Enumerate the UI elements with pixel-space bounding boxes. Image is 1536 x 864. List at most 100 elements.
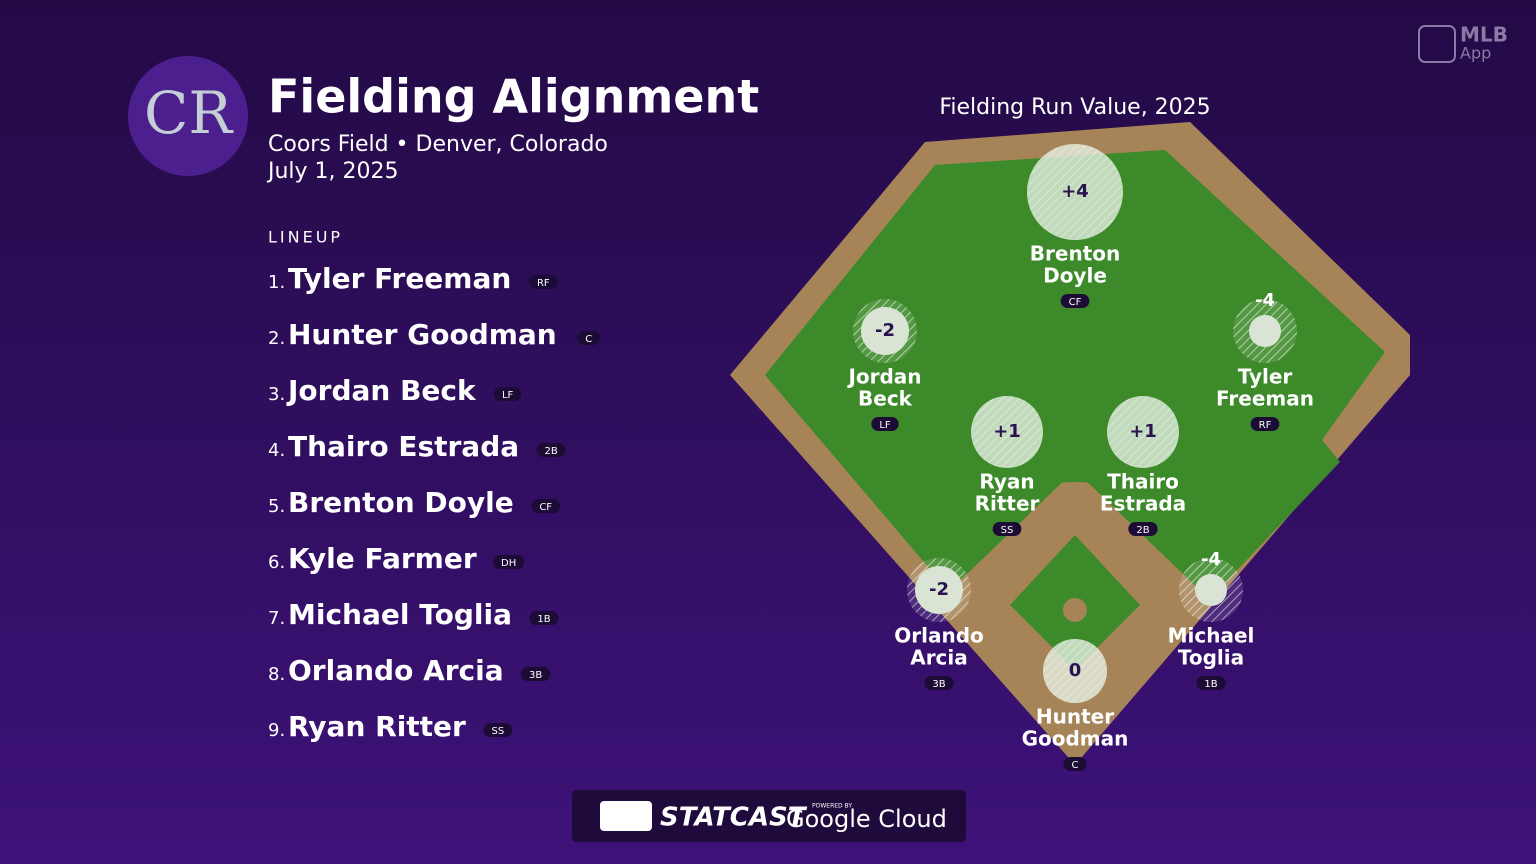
position-pill — [1250, 417, 1280, 431]
venue: Coors Field • Denver, Colorado — [268, 132, 608, 157]
player-first: Ryan — [979, 470, 1034, 494]
lineup-label: LINEUP — [268, 228, 343, 247]
player-last: Ritter — [975, 492, 1040, 516]
value-circle-fill — [1043, 639, 1107, 703]
position-tag: DH — [501, 558, 516, 569]
position-tag: LF — [879, 420, 891, 431]
player-last: Arcia — [910, 646, 968, 670]
value-label: -2 — [929, 579, 949, 600]
lineup-order: 7. — [268, 608, 285, 629]
player-last: Estrada — [1100, 492, 1186, 516]
position-pill — [871, 417, 899, 431]
player-first: Michael — [1168, 624, 1255, 648]
google-cloud: Google Cloud — [786, 805, 947, 833]
value-circle-fill — [1027, 144, 1123, 240]
lineup-name: Thairo Estrada — [288, 430, 519, 463]
statcast: STATCAST — [660, 803, 808, 833]
value-circle — [1195, 574, 1227, 606]
position-pill — [1060, 294, 1090, 308]
position-pill — [493, 387, 522, 401]
position-pill — [483, 723, 513, 737]
lineup-order: 5. — [268, 496, 285, 517]
lineup-order: 9. — [268, 720, 285, 741]
position-tag: CF — [1069, 297, 1082, 308]
position-pill — [577, 331, 601, 345]
value-label: -2 — [875, 320, 895, 341]
field-title: Fielding Run Value, 2025 — [939, 95, 1210, 120]
date: July 1, 2025 — [266, 159, 399, 184]
value-circle — [1249, 315, 1281, 347]
mlb-logo — [1418, 25, 1456, 63]
title: Fielding Alignment — [268, 70, 759, 124]
lineup-order: 3. — [268, 384, 285, 405]
lineup-name: Jordan Beck — [286, 374, 477, 407]
player-last: Doyle — [1043, 264, 1107, 288]
value-circle-fill — [1107, 396, 1179, 468]
player-first: Thairo — [1107, 470, 1179, 494]
player-first: Orlando — [894, 624, 984, 648]
value-label: -4 — [1255, 290, 1275, 311]
position-tag: RF — [1259, 420, 1272, 431]
lineup-name: Brenton Doyle — [288, 486, 514, 519]
player-last: Beck — [858, 387, 913, 411]
player-first: Hunter — [1036, 705, 1114, 729]
position-pill — [1196, 676, 1226, 690]
position-pill — [1128, 522, 1158, 536]
lineup-order: 8. — [268, 664, 285, 685]
value-circle — [861, 307, 909, 355]
lineup-name: Orlando Arcia — [288, 654, 504, 687]
mlb-text: MLB — [1460, 23, 1508, 47]
player-last: Toglia — [1178, 646, 1244, 670]
position-tag: 3B — [932, 679, 945, 690]
footer-badge — [572, 790, 966, 842]
position-pill — [521, 667, 551, 681]
team-logo — [128, 56, 248, 176]
lineup-name: Michael Toglia — [288, 598, 512, 631]
value-label: +1 — [1129, 421, 1157, 442]
player-last: Freeman — [1216, 387, 1314, 411]
position-tag: 2B — [1136, 525, 1149, 536]
position-tag: C — [585, 334, 592, 345]
position-pill — [992, 522, 1022, 536]
lineup-name: Kyle Farmer — [288, 542, 477, 575]
app-text: App — [1460, 44, 1491, 63]
position-pill — [924, 676, 954, 690]
position-tag: SS — [1001, 525, 1014, 536]
player-first: Tyler — [1238, 365, 1293, 389]
position-tag: SS — [492, 726, 505, 737]
value-circle — [915, 566, 963, 614]
position-pill — [1063, 757, 1087, 771]
position-tag: 1B — [1204, 679, 1217, 690]
position-tag: 3B — [529, 670, 542, 681]
powered-by: POWERED BY — [812, 803, 852, 810]
player-last: Goodman — [1022, 727, 1129, 751]
position-tag: CF — [539, 502, 552, 513]
mound — [1063, 598, 1087, 622]
position-tag: 1B — [537, 614, 550, 625]
position-tag: LF — [502, 390, 514, 401]
value-label: +4 — [1061, 181, 1089, 202]
lineup-order: 2. — [268, 328, 285, 349]
team-logo-text: CR — [144, 79, 234, 147]
lineup-order: 4. — [268, 440, 285, 461]
position-pill — [529, 611, 559, 625]
player-first: Jordan — [846, 365, 921, 389]
lineup-name: Ryan Ritter — [288, 710, 466, 743]
position-tag: RF — [537, 278, 550, 289]
position-pill — [493, 555, 525, 569]
position-pill — [531, 499, 561, 513]
value-label: +1 — [993, 421, 1021, 442]
position-tag: C — [1072, 760, 1079, 771]
lineup-order: 6. — [268, 552, 285, 573]
lineup-order: 1. — [268, 272, 285, 293]
footer-logo — [600, 801, 652, 831]
outfield-grass — [765, 150, 1385, 740]
value-label: 0 — [1069, 660, 1082, 681]
position-pill — [536, 443, 566, 457]
value-circle-fill — [971, 396, 1043, 468]
player-first: Brenton — [1030, 242, 1120, 266]
lineup-name: Hunter Goodman — [288, 318, 557, 351]
value-label: -4 — [1201, 549, 1221, 570]
lineup-name: Tyler Freeman — [288, 262, 511, 295]
